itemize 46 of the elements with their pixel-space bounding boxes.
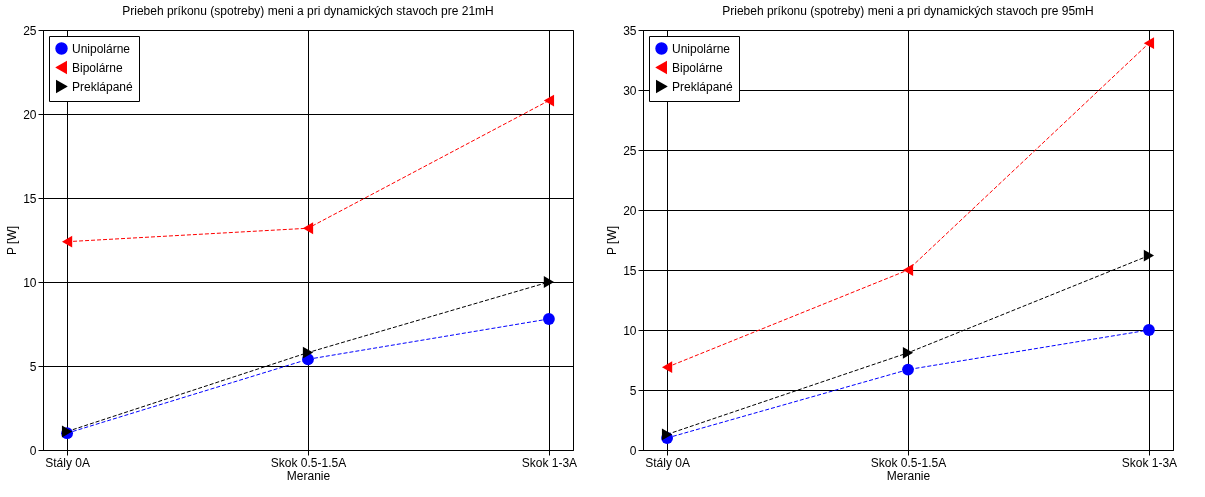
legend-label: Unipolárne <box>72 41 131 56</box>
point <box>1142 324 1155 336</box>
point <box>543 276 555 288</box>
y-tick-label: 20 <box>623 203 637 218</box>
legend-label: Bipolárne <box>672 60 724 75</box>
y-tick-label: 5 <box>629 383 637 398</box>
legend-label: Bipolárne <box>72 60 124 75</box>
point <box>902 363 914 376</box>
y-tick-label: 20 <box>23 107 37 122</box>
x-axis-title: Meranie <box>886 468 931 483</box>
y-tick-label: 0 <box>629 443 637 458</box>
point <box>902 264 914 276</box>
y-tick-label: 15 <box>623 263 637 278</box>
x-axis-title: Meranie <box>286 468 331 483</box>
x-tick-label: Skok 1-3A <box>1121 455 1178 470</box>
point <box>902 346 914 359</box>
y-tick-label: 25 <box>23 23 37 38</box>
y-tick-label: 25 <box>623 143 637 158</box>
y-tick-label: 10 <box>23 275 37 290</box>
y-axis-title: P [W] <box>5 225 20 256</box>
legend-label: Preklápané <box>672 79 734 94</box>
point <box>302 346 314 359</box>
y-tick-label: 0 <box>29 443 37 458</box>
point <box>543 94 555 107</box>
point <box>61 235 73 248</box>
y-tick-label: 10 <box>623 323 637 338</box>
y-tick-label: 35 <box>623 23 637 38</box>
point <box>661 428 673 441</box>
point <box>302 222 314 235</box>
point <box>661 361 673 374</box>
x-tick-label: Stály 0A <box>45 455 90 470</box>
y-tick-label: 30 <box>623 83 637 98</box>
y-axis-title: P [W] <box>605 225 620 256</box>
point <box>542 313 555 325</box>
x-tick-label: Skok 0.5-1.5A <box>870 455 947 470</box>
x-tick-label: Skok 1-3A <box>521 455 578 470</box>
point <box>1143 37 1155 50</box>
chart-title: Priebeh príkonu (spotreby) meni a pri dynamických stavoch pre 21mH <box>122 4 494 18</box>
point <box>1143 249 1155 262</box>
legend-label: Unipolárne <box>672 41 731 56</box>
chart-title: Priebeh príkonu (spotreby) meni a pri dynamických stavoch pre 95mH <box>722 4 1094 18</box>
x-tick-label: Stály 0A <box>645 455 690 470</box>
x-tick-label: Skok 0.5-1.5A <box>270 455 347 470</box>
legend-label: Preklápané <box>72 79 134 94</box>
y-tick-label: 15 <box>23 191 37 206</box>
y-tick-label: 5 <box>29 359 37 374</box>
